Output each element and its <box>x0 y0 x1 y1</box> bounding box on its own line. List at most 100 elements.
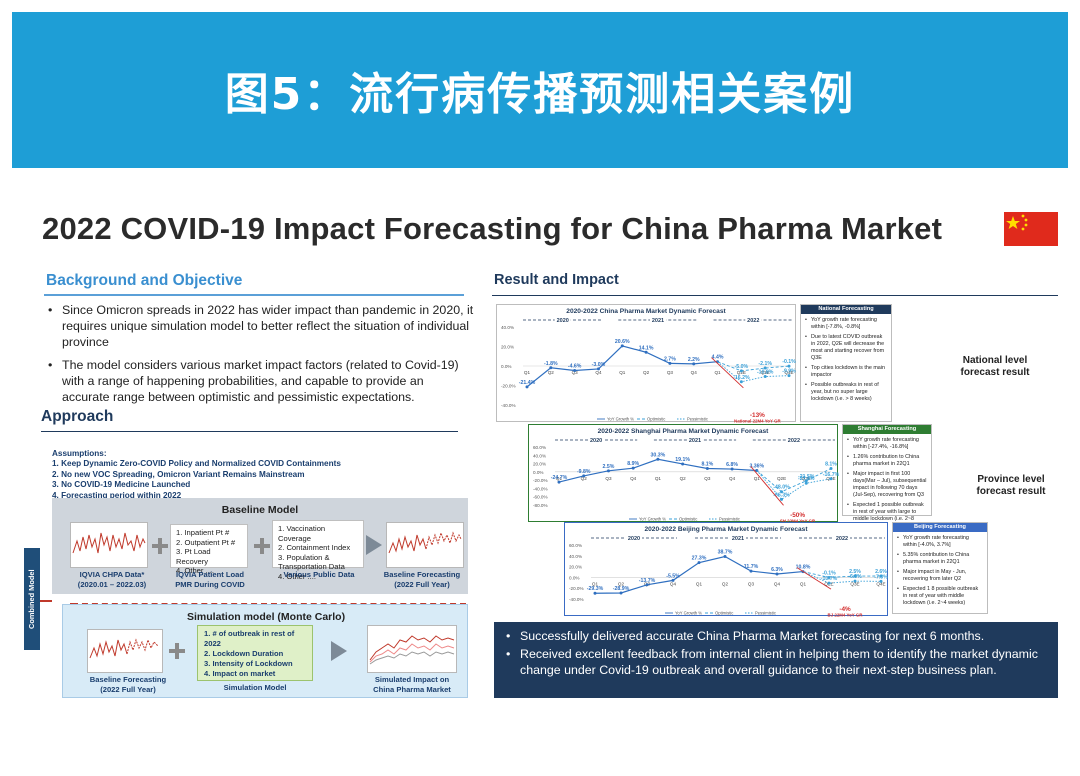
caption-line: IQVIA Patient Load <box>175 570 245 579</box>
series-line <box>756 470 832 500</box>
assumption-item: 2. No new VOC Spreading, Omicron Variant… <box>52 469 305 479</box>
background-heading: Background and Objective <box>46 272 243 289</box>
annotation-arrow <box>711 357 744 389</box>
data-point <box>671 578 675 582</box>
x-tick-label: Q2 <box>581 476 588 481</box>
data-label: -27.4% <box>798 476 815 482</box>
data-point <box>780 490 784 494</box>
data-label: -1.8% <box>544 361 558 367</box>
year-label: 2021 <box>689 438 701 444</box>
background-bullet: The model considers various market impac… <box>46 357 474 406</box>
legend-label: Optimistic <box>679 517 697 522</box>
baseline-forecast-caption: Baseline Forecasting (2022 Full Year) <box>376 570 468 589</box>
header-banner: 图5：流行病传播预测相关案例 <box>12 12 1068 168</box>
caption-line: (2022 Full Year) <box>394 579 450 589</box>
x-tick-label: Q4 <box>670 581 677 586</box>
data-label: 6.3% <box>771 567 783 573</box>
data-label: -28.9% <box>613 586 630 592</box>
data-point <box>827 581 831 585</box>
x-tick-label: Q4E <box>784 370 793 375</box>
data-point <box>730 467 734 471</box>
national-chart-panel: 2020-2022 China Pharma Market Dynamic Fo… <box>496 304 796 423</box>
y-tick-label: 60.0% <box>569 543 582 548</box>
x-tick-label: Q4 <box>595 370 602 375</box>
arrow-right-icon <box>331 641 347 661</box>
baseline-model-box: Baseline Model 1. Inpatient Pt # 2. Outp… <box>52 498 468 594</box>
input-item: 3. Pt Load Recovery <box>176 547 211 566</box>
y-tick-label: 20.0% <box>569 565 582 570</box>
series-line <box>717 361 790 372</box>
data-point <box>829 467 833 471</box>
annotation-value: -50% <box>790 512 805 519</box>
data-label: 4.4% <box>712 355 724 361</box>
x-tick-label: Q3E <box>850 581 859 586</box>
year-label-bg <box>554 317 571 323</box>
result-heading: Result and Impact <box>494 272 619 288</box>
card-item: YoY growth rate forecasting within [-27.… <box>847 437 927 451</box>
x-tick-label: Q3 <box>748 581 755 586</box>
simulated-impact-caption: Simulated Impact on China Pharma Market <box>359 675 465 694</box>
caption-line: Baseline Forecasting <box>383 570 461 579</box>
assumption-item: 4. Forecasting period within 2022 <box>52 490 182 500</box>
data-label: -9.9% <box>782 369 796 375</box>
year-label-bg <box>785 437 802 443</box>
simulation-base-caption: Baseline Forecasting (2022 Full Year) <box>73 675 183 694</box>
result-rule <box>492 295 1058 296</box>
chart-title: 2020-2022 Shanghai Pharma Market Dynamic… <box>597 428 769 435</box>
card-item: Expected 1 8 possible outbreak in rest o… <box>897 586 983 607</box>
data-point <box>739 369 743 373</box>
year-label-bg <box>745 317 762 323</box>
year-label: 2021 <box>652 318 664 324</box>
year-label: 2020 <box>628 536 640 542</box>
data-point <box>804 479 808 483</box>
public-item: 4. Other .... <box>278 571 316 581</box>
data-label: -7.3% <box>874 574 888 580</box>
x-tick-label: Q2 <box>618 581 625 586</box>
factor-item: 3. Intensity of Lockdown <box>204 659 293 668</box>
caption-line: PMR During COVID <box>175 579 245 589</box>
data-point <box>879 574 883 578</box>
chart-title: 2020-2022 Beijing Pharma Market Dynamic … <box>644 526 808 533</box>
card-item: YoY growth rate forecasting within [-7.8… <box>805 317 887 331</box>
data-label: 2.5% <box>603 464 615 470</box>
data-label: -0.1% <box>822 570 836 576</box>
beijing-chart-panel: 2020-2022 Beijing Pharma Market Dynamic … <box>564 522 888 618</box>
annotation-note: BJ 22M4 YoY GR <box>828 613 864 618</box>
year-label-bg <box>730 535 746 541</box>
approach-heading: Approach <box>41 408 114 425</box>
data-label: -5.0% <box>735 364 749 370</box>
x-tick-label: Q1 <box>619 370 626 375</box>
input-item: 4. Other .... <box>176 566 214 576</box>
series-line <box>717 361 790 383</box>
x-tick-label: Q2E <box>737 370 746 375</box>
y-tick-label: -80.0% <box>533 503 548 508</box>
card-item: Possible outbreaks in rest of year, but … <box>805 382 887 403</box>
data-point <box>620 344 624 348</box>
assumption-item: 1. Keep Dynamic Zero-COVID Policy and No… <box>52 459 341 469</box>
data-point <box>780 497 784 501</box>
x-tick-label: Q1 <box>556 476 563 481</box>
year-label: 2022 <box>836 536 848 542</box>
year-label-bg <box>626 535 642 541</box>
simulation-model-caption: Simulation Model <box>223 683 287 692</box>
year-label: 2022 <box>747 318 759 324</box>
factor-item: 2. Lockdown Duration <box>204 649 284 658</box>
y-tick-label: 20.0% <box>501 345 514 350</box>
chpa-caption: IQVIA CHPA Data* (2020.01 – 2022.03) <box>66 570 158 589</box>
china-flag-icon <box>1004 212 1058 246</box>
annotation-arrow <box>796 567 832 590</box>
x-tick-label: Q1 <box>592 581 599 586</box>
factor-item: 1. # of outbreak in rest of <box>204 629 295 638</box>
data-point <box>827 575 831 579</box>
x-tick-label: Q1 <box>524 370 531 375</box>
y-tick-label: 20.0% <box>533 462 546 467</box>
data-point <box>557 480 561 484</box>
data-label: -16.7% <box>823 472 839 478</box>
data-label: 2.5% <box>849 569 861 575</box>
banner-title: 图5：流行病传播预测相关案例 <box>224 69 856 120</box>
data-point <box>668 361 672 365</box>
y-tick-label: -60.0% <box>533 495 548 500</box>
x-tick-label: Q1 <box>800 581 807 586</box>
data-label: 30.3% <box>651 452 666 458</box>
data-point <box>593 591 597 595</box>
